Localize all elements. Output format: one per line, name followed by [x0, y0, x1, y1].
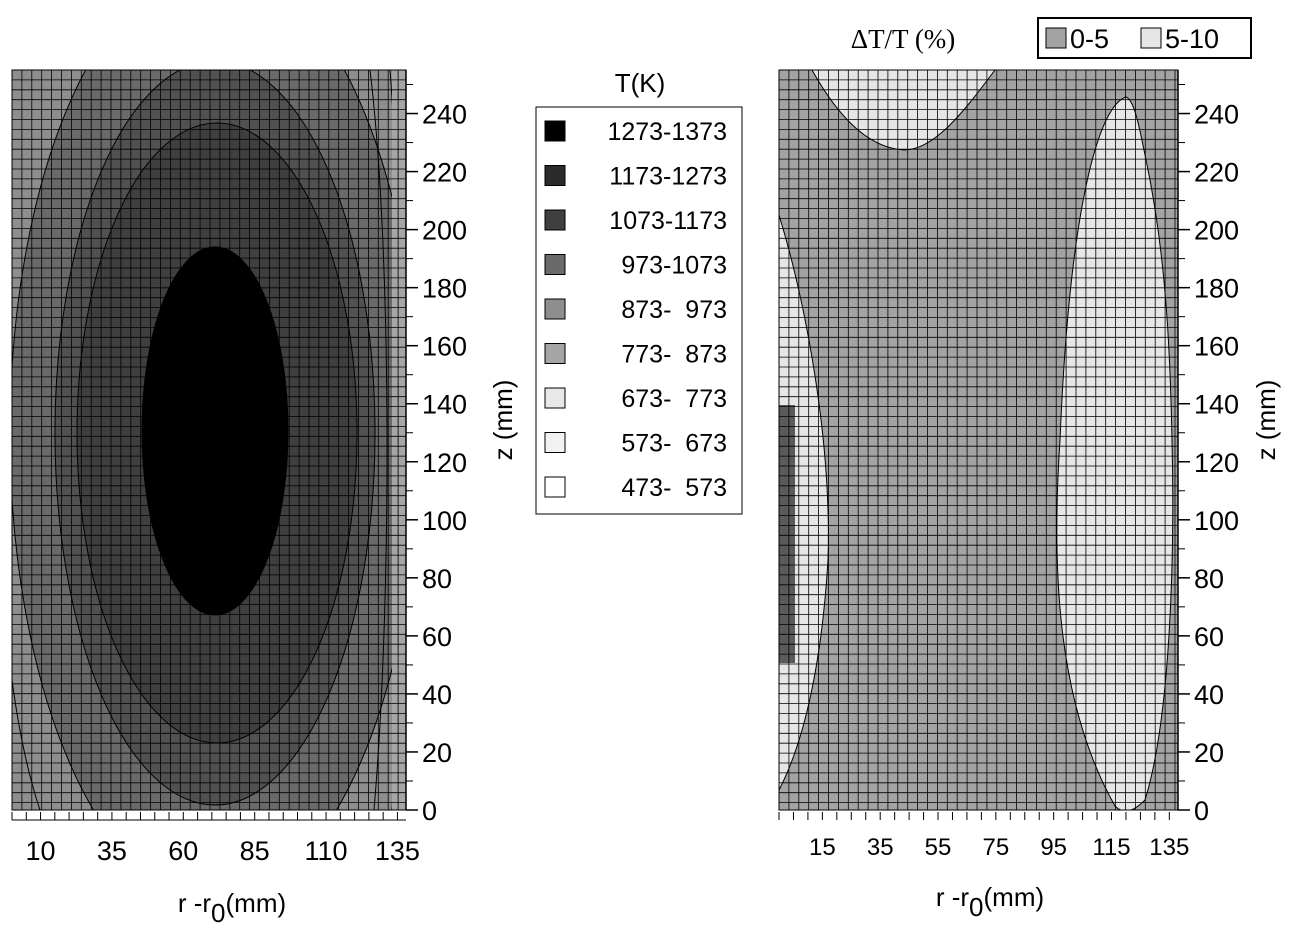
y-ticks-right: 0 20 40 60 80 100 120 140 160 180 200 220 240	[1178, 84, 1239, 826]
y-tick-label: 140	[1194, 390, 1239, 420]
mesh-lines	[12, 70, 406, 810]
x-tick-label: 110	[305, 836, 348, 866]
legend-swatch	[544, 254, 566, 275]
x-ticks-right: 15 35 55 75 95 115 135	[778, 812, 1189, 861]
y-tick-label: 180	[422, 274, 467, 304]
legend-swatch	[544, 432, 566, 453]
x-tick-label: 15	[809, 834, 836, 861]
x-tick-label: 35	[867, 834, 894, 861]
y-tick-label: 100	[422, 506, 467, 536]
y-tick-label: 40	[1194, 680, 1224, 710]
temperature-legend: T(K) 1273-1373 1173-1273 1073-1173 973-1073…	[535, 68, 743, 515]
legend-label: 873- 973	[621, 296, 727, 324]
legend-swatch	[1045, 27, 1067, 49]
legend-swatch	[544, 120, 566, 142]
right-legend-items: 0-5 5-10	[1045, 24, 1219, 54]
x-axis-label-right: r -r0(mm)	[936, 882, 1044, 922]
x-tick-label: 135	[1149, 834, 1189, 861]
right-title: ΔT/T (%)	[851, 24, 956, 54]
legend-items: 1273-1373 1173-1273 1073-1173 973-1073 873- …	[544, 118, 727, 502]
y-tick-label: 200	[1194, 216, 1239, 246]
legend-swatch	[544, 209, 566, 231]
legend-swatch	[544, 165, 566, 186]
y-tick-label: 160	[422, 332, 467, 362]
x-tick-label: 35	[97, 836, 127, 866]
y-tick-label: 40	[422, 680, 452, 710]
y-tick-label: 80	[422, 564, 452, 594]
y-tick-label: 120	[1194, 448, 1239, 478]
x-tick-label: 115	[1092, 834, 1130, 861]
y-tick-label: 240	[1194, 100, 1239, 130]
y-axis-label-right: z (mm)	[1251, 380, 1281, 461]
x-tick-label: 95	[1040, 834, 1067, 861]
x-tick-label: 75	[982, 834, 1009, 861]
x-tick-label: 85	[240, 836, 270, 866]
legend-label: 673- 773	[621, 385, 727, 413]
y-tick-label: 180	[1194, 274, 1239, 304]
y-tick-label: 200	[422, 216, 467, 246]
legend-swatch	[544, 298, 566, 320]
relative-error-panel: ΔT/T (%) 0-5 5-10 0 20 40 60 80 100 120 140 160 18…	[778, 17, 1281, 922]
legend-label: 5-10	[1165, 24, 1219, 54]
y-tick-label: 20	[422, 738, 452, 768]
legend-swatch	[544, 343, 566, 364]
y-tick-label: 20	[1194, 738, 1224, 768]
mesh-grid-left	[12, 70, 406, 810]
y-tick-label: 240	[422, 100, 467, 130]
legend-label: 0-5	[1070, 24, 1109, 54]
y-tick-label: 220	[1194, 158, 1239, 188]
temperature-panel: 0 20 40 60 80 100 120 140 160 180 200 220 240 10 35 60…	[11, 69, 518, 928]
legend-box	[535, 106, 743, 515]
y-tick-label: 80	[1194, 564, 1224, 594]
x-axis-label-left: r -r0(mm)	[178, 888, 286, 928]
y-tick-label: 220	[422, 158, 467, 188]
legend-label: 973-1073	[621, 252, 727, 280]
x-ticks-left: 10 35 60 85 110 135	[11, 812, 420, 866]
x-tick-label: 10	[26, 836, 56, 866]
legend-label: 1273-1373	[607, 118, 727, 146]
y-tick-label: 160	[1194, 332, 1239, 362]
x-tick-label: 135	[375, 836, 420, 866]
y-tick-label: 60	[1194, 622, 1224, 652]
y-tick-label: 0	[1194, 796, 1209, 826]
y-tick-label: 0	[422, 796, 437, 826]
mesh-grid-right	[779, 70, 1178, 810]
legend-title: T(K)	[615, 68, 666, 98]
y-tick-label: 60	[422, 622, 452, 652]
legend-label: 1073-1173	[609, 207, 727, 235]
dark-left-strip	[779, 405, 795, 663]
legend-swatch	[1140, 27, 1162, 49]
y-tick-label: 140	[422, 390, 467, 420]
legend-label: 773- 873	[621, 341, 727, 369]
y-tick-label: 100	[1194, 506, 1239, 536]
x-tick-label: 55	[925, 834, 952, 861]
y-ticks-left: 0 20 40 60 80 100 120 140 160 180 200 220 240	[406, 84, 467, 826]
y-axis-label-left: z (mm)	[488, 380, 518, 461]
legend-swatch	[544, 476, 566, 498]
x-tick-label: 60	[168, 836, 198, 866]
legend-swatch	[544, 387, 566, 409]
mesh-lines	[779, 70, 1178, 810]
right-strip	[392, 70, 406, 810]
legend-label: 573- 673	[621, 430, 727, 458]
legend-label: 1173-1273	[609, 163, 727, 191]
contour-edge-left	[12, 679, 41, 810]
y-tick-label: 120	[422, 448, 467, 478]
legend-label: 473- 573	[621, 474, 727, 502]
contour-1273-1373	[141, 246, 289, 616]
